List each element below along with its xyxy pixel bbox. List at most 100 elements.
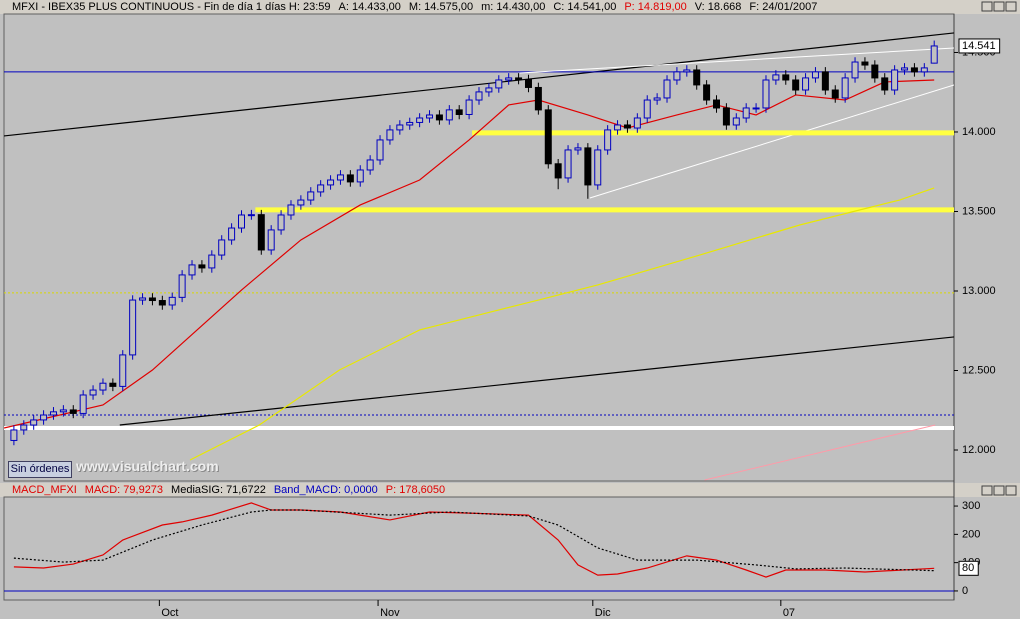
candle-body	[663, 79, 671, 99]
candle-body	[129, 299, 137, 356]
header-text: A: 14.433,00	[339, 1, 401, 13]
candle-body	[238, 214, 245, 229]
minimize-button[interactable]	[981, 485, 993, 496]
candle-body	[851, 61, 859, 79]
header-bar	[0, 483, 1020, 497]
header-text: C: 14.541,00	[553, 1, 616, 13]
candle-body	[811, 71, 819, 79]
candle-body	[297, 199, 305, 206]
y-tick-label: 14.000	[962, 126, 996, 138]
close-button[interactable]	[1005, 1, 1017, 12]
last-value-box	[958, 38, 1001, 54]
candle-body	[386, 129, 394, 141]
candle-body	[89, 389, 97, 396]
candle-body	[346, 174, 354, 183]
status-button[interactable]: Sin órdenes	[8, 461, 72, 478]
candle-body	[336, 174, 344, 181]
header-text: P: 178,6050	[386, 484, 445, 496]
candle-body	[515, 77, 523, 81]
x-tick-label: Dic	[595, 607, 611, 619]
candle-body	[554, 163, 562, 179]
candle-body	[158, 300, 166, 306]
candle-body	[841, 77, 849, 99]
candle-body	[782, 74, 790, 81]
candle-body	[653, 97, 661, 101]
candle-body	[930, 45, 938, 64]
header-text: MACD_MFXI	[12, 484, 77, 496]
candle-body	[148, 297, 156, 302]
candle-body	[831, 89, 839, 99]
candle-body	[861, 61, 869, 66]
indicator-line	[13, 502, 935, 578]
maximize-button[interactable]	[993, 485, 1005, 496]
candle-body	[772, 74, 780, 81]
trendline	[119, 336, 954, 426]
candle-body	[366, 159, 374, 171]
candle-body	[139, 297, 147, 301]
candle-body	[178, 274, 186, 298]
indicator-line	[189, 187, 935, 461]
window-buttons[interactable]	[981, 1, 1017, 496]
candle-body	[247, 214, 255, 217]
candle-body	[30, 419, 38, 426]
candle-body	[465, 99, 473, 115]
y-tick-label: 300	[962, 500, 980, 512]
candle-body	[109, 382, 117, 387]
candle-body	[426, 114, 434, 119]
candle-body	[643, 99, 651, 119]
header-bar	[0, 0, 1020, 14]
candle-body	[623, 124, 631, 129]
trendline	[519, 47, 954, 74]
y-tick-label: 200	[962, 528, 980, 540]
y-tick-label: 12.500	[962, 364, 996, 376]
candle-body	[257, 214, 265, 251]
candle-body	[327, 179, 335, 186]
y-tick-label: 12.000	[962, 444, 996, 456]
candle-body	[40, 414, 48, 421]
candle-body	[416, 117, 424, 123]
maximize-button[interactable]	[993, 1, 1005, 12]
candle-body	[307, 191, 315, 201]
candle-body	[910, 67, 918, 73]
last-value-box	[958, 560, 979, 576]
candle-body	[614, 124, 622, 131]
candle-body	[79, 394, 87, 414]
y-tick-label: 0	[962, 585, 968, 597]
candle-body	[802, 77, 810, 91]
trendline	[4, 32, 954, 137]
candle-body	[435, 114, 443, 121]
candle-body	[119, 354, 127, 387]
candle-body	[524, 79, 532, 88]
candle-body	[485, 87, 493, 93]
watermark: www.visualchart.com	[76, 458, 219, 474]
candle-body	[10, 429, 18, 441]
candle-body	[584, 147, 592, 186]
header-text: m: 14.430,00	[481, 1, 545, 13]
candle-body	[920, 67, 928, 73]
candle-body	[722, 107, 730, 126]
candle-body	[495, 79, 503, 89]
x-tick-label: 07	[783, 607, 795, 619]
x-tick-label: Nov	[380, 607, 400, 619]
candle-body	[693, 69, 701, 86]
candle-body	[762, 79, 770, 109]
candle-body	[742, 107, 750, 119]
candle-body	[673, 71, 681, 81]
last-value-label: 14.541	[962, 40, 996, 52]
candle-body	[713, 99, 720, 109]
candle-body	[732, 117, 740, 126]
candle-body	[574, 147, 582, 151]
candle-body	[218, 239, 226, 256]
close-button[interactable]	[1005, 485, 1017, 496]
candle-body	[20, 424, 28, 431]
candle-body	[49, 411, 57, 416]
candle-body	[544, 109, 552, 165]
candle-body	[445, 109, 453, 121]
header-text: M: 14.575,00	[409, 1, 473, 13]
plot	[4, 32, 954, 481]
candle-body	[891, 69, 899, 91]
candle-body	[317, 184, 325, 193]
candle-body	[287, 204, 295, 216]
minimize-button[interactable]	[981, 1, 993, 12]
